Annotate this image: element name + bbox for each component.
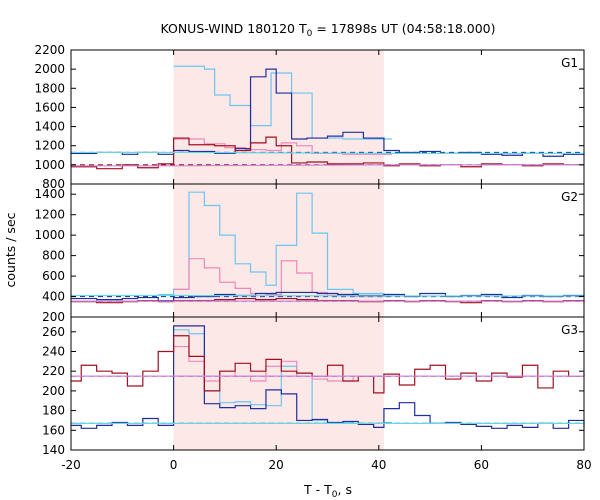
x-tick-label: 40 xyxy=(371,458,386,472)
y-tick-label: 2000 xyxy=(34,62,65,76)
y-tick-label: 2200 xyxy=(34,43,65,57)
series-coarse-blue-g3 xyxy=(71,325,585,429)
x-tick-label: 80 xyxy=(576,458,591,472)
x-tick-label: 60 xyxy=(474,458,489,472)
y-axis-label: counts / sec xyxy=(3,212,18,287)
y-tick-label: 240 xyxy=(42,344,65,358)
panel-label-g2: G2 xyxy=(561,190,578,204)
y-tick-label: 1800 xyxy=(34,81,65,95)
series-fine-blue-g2 xyxy=(158,191,392,296)
y-tick-label: 220 xyxy=(42,364,65,378)
y-tick-label: 260 xyxy=(42,325,65,339)
panel-label-g1: G1 xyxy=(561,56,578,70)
x-tick-label: 20 xyxy=(269,458,284,472)
x-tick-label: -20 xyxy=(61,458,81,472)
y-tick-label: 800 xyxy=(42,177,65,191)
y-tick-label: 1400 xyxy=(34,187,65,201)
y-tick-label: 140 xyxy=(42,443,65,457)
plot-area: 8001000120014001600180020002200G12004006… xyxy=(34,43,591,472)
series-fit-violet-g1 xyxy=(71,164,584,167)
y-tick-label: 1200 xyxy=(34,208,65,222)
x-axis-label: T - T0, s xyxy=(303,482,352,500)
x-tick-label: 0 xyxy=(170,458,178,472)
y-tick-label: 1400 xyxy=(34,120,65,134)
y-tick-label: 1600 xyxy=(34,100,65,114)
y-tick-label: 180 xyxy=(42,404,65,418)
chart-title: KONUS-WIND 180120 T0 = 17898s UT (04:58:… xyxy=(160,21,495,39)
y-tick-label: 1000 xyxy=(34,158,65,172)
interval-shade xyxy=(173,317,384,450)
y-tick-label: 800 xyxy=(42,249,65,263)
series-fine-blue-g1 xyxy=(173,65,392,140)
panel-frame-g3 xyxy=(70,316,585,451)
y-tick-label: 200 xyxy=(42,310,65,324)
y-tick-label: 600 xyxy=(42,269,65,283)
y-tick-label: 400 xyxy=(42,290,65,304)
series-coarse-red-g3 xyxy=(71,335,585,394)
y-tick-label: 1200 xyxy=(34,139,65,153)
y-tick-label: 200 xyxy=(42,384,65,398)
interval-shade xyxy=(173,50,384,184)
series-coarse-red-g1 xyxy=(71,136,584,170)
y-tick-label: 160 xyxy=(42,423,65,437)
series-fit-cyan-g1 xyxy=(71,151,584,154)
panel-label-g3: G3 xyxy=(561,323,578,337)
series-fit-cyan-g2 xyxy=(71,294,584,297)
y-tick-label: 1000 xyxy=(34,228,65,242)
